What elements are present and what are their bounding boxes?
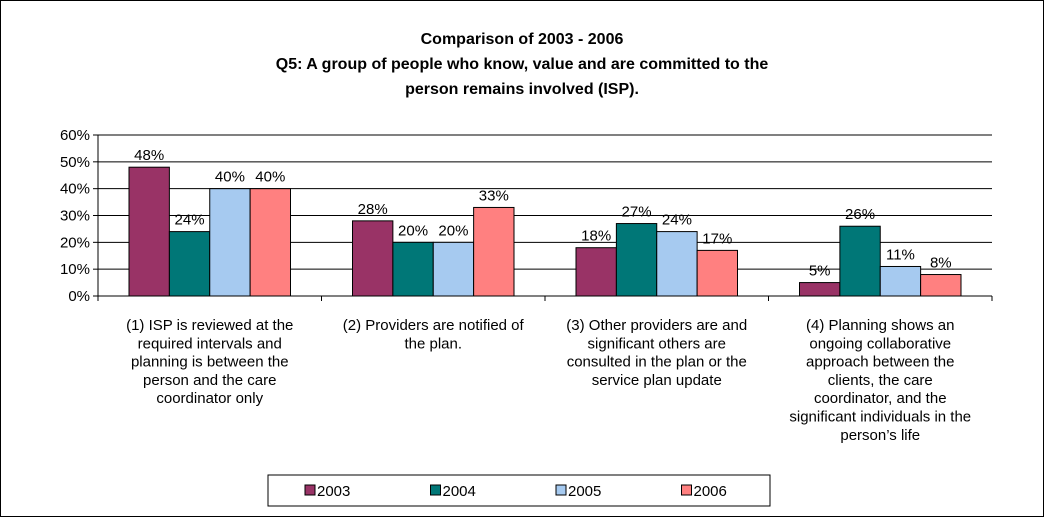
y-tick-label: 0% bbox=[68, 288, 90, 305]
chart-title-line: Comparison of 2003 - 2006 bbox=[421, 31, 624, 48]
data-label: 27% bbox=[622, 204, 652, 221]
bar-2006 bbox=[473, 206, 515, 297]
bar-2006 bbox=[696, 249, 738, 297]
data-label: 18% bbox=[581, 228, 611, 245]
legend-label: 2003 bbox=[317, 483, 350, 500]
data-labels: 48% 24% 40% 40% 28% 20% 20% 33% 18% 27% 24% 17% 5% 26… bbox=[134, 147, 951, 279]
y-tick-label: 30% bbox=[60, 208, 90, 225]
data-label: 40% bbox=[215, 169, 245, 186]
bar-2005 bbox=[209, 188, 251, 297]
bar-2005 bbox=[656, 231, 698, 297]
data-label: 28% bbox=[358, 201, 388, 218]
category-labels: (1) ISP is reviewed at the required inter… bbox=[126, 317, 971, 444]
data-label: 48% bbox=[134, 147, 164, 164]
data-label: 20% bbox=[398, 222, 428, 239]
legend-label: 2005 bbox=[568, 483, 601, 500]
y-tick-label: 10% bbox=[60, 261, 90, 278]
bar-2004 bbox=[839, 225, 881, 297]
legend-label: 2004 bbox=[443, 483, 476, 500]
bar-2003 bbox=[352, 220, 394, 297]
bars bbox=[128, 166, 962, 297]
data-label: 8% bbox=[930, 255, 952, 272]
legend-swatch-2005 bbox=[555, 484, 567, 496]
legend-label: 2006 bbox=[694, 483, 727, 500]
y-tick-label: 20% bbox=[60, 234, 90, 251]
bar-2005 bbox=[432, 241, 475, 297]
bar-2003 bbox=[128, 166, 170, 297]
data-label: 5% bbox=[809, 263, 831, 280]
legend-swatch-2006 bbox=[681, 484, 692, 496]
data-label: 11% bbox=[886, 246, 915, 263]
data-label: 40% bbox=[255, 169, 285, 186]
data-label: 33% bbox=[479, 187, 509, 204]
bar-2004 bbox=[392, 241, 434, 297]
data-label: 17% bbox=[702, 230, 732, 247]
legend-swatch-2003 bbox=[304, 484, 316, 496]
data-label: 26% bbox=[845, 206, 875, 223]
category-label: (2) Providers are notified of the plan. bbox=[343, 317, 525, 352]
bar-2006 bbox=[920, 274, 962, 297]
category-label: (1) ISP is reviewed at the required inter… bbox=[126, 317, 293, 407]
bar-2003 bbox=[799, 282, 841, 297]
bar-2006 bbox=[249, 188, 291, 297]
y-tick-label: 60% bbox=[60, 127, 90, 144]
bar-2004 bbox=[168, 231, 211, 297]
data-label: 24% bbox=[175, 212, 205, 229]
y-tick-label: 50% bbox=[60, 154, 90, 171]
chart-title-line: Q5: A group of people who know, value an… bbox=[276, 56, 769, 73]
y-axis-ticks: 0% 10% 20% 30% 40% 50% 60% bbox=[60, 127, 98, 305]
legend-swatch-2004 bbox=[430, 484, 441, 496]
category-label: (4) Planning shows an ongoing collaborati… bbox=[789, 317, 971, 444]
chart-title-line: person remains involved (ISP). bbox=[405, 81, 639, 98]
bar-2004 bbox=[615, 223, 658, 297]
y-tick-label: 40% bbox=[60, 181, 90, 198]
data-label: 20% bbox=[438, 222, 468, 239]
bar-2005 bbox=[879, 265, 922, 297]
chart-title: Comparison of 2003 - 2006 Q5: A group of… bbox=[276, 31, 769, 98]
data-label: 24% bbox=[662, 212, 692, 229]
bar-2003 bbox=[575, 247, 617, 297]
legend: 2003 2004 2005 2006 bbox=[267, 474, 771, 507]
category-label: (3) Other providers are and significant o… bbox=[566, 317, 747, 389]
